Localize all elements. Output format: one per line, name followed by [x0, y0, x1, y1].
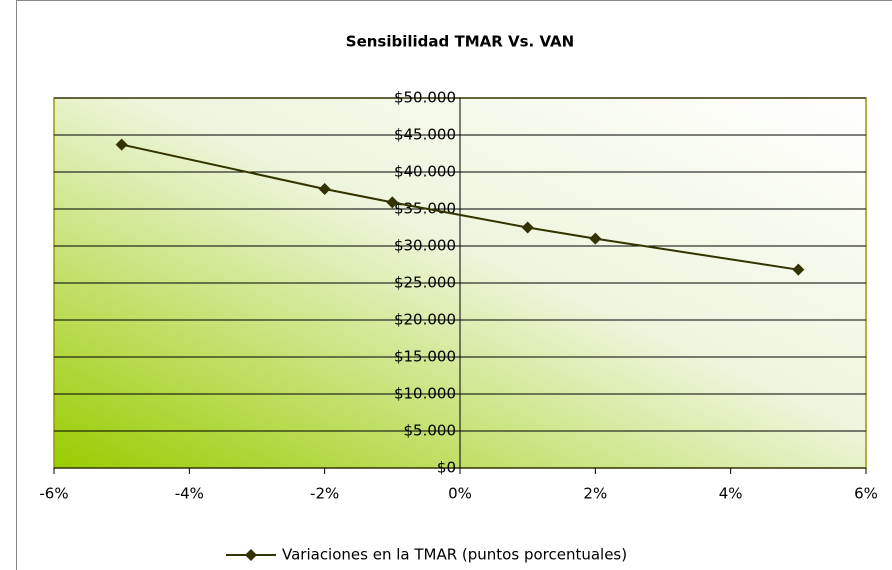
data-point — [521, 221, 534, 234]
y-tick-label: $30.000 — [394, 237, 456, 255]
y-tick-label: $40.000 — [394, 163, 456, 181]
data-point — [318, 183, 331, 196]
x-tick-label: -2% — [310, 485, 339, 503]
x-tick-label: 4% — [719, 485, 743, 503]
data-point — [115, 138, 128, 151]
x-tick-label: -4% — [175, 485, 204, 503]
data-point — [792, 263, 805, 276]
y-tick-label: $50.000 — [394, 89, 456, 107]
y-tick-label: $5.000 — [404, 422, 457, 440]
x-tick-label: 0% — [448, 485, 472, 503]
legend-label: Variaciones en la TMAR (puntos porcentua… — [282, 546, 627, 564]
data-point — [386, 196, 399, 209]
y-tick-label: $20.000 — [394, 311, 456, 329]
y-tick-label: $45.000 — [394, 126, 456, 144]
legend-marker — [245, 549, 257, 561]
series-line — [121, 143, 799, 271]
y-tick-label: $15.000 — [394, 348, 456, 366]
y-tick-label: $10.000 — [394, 385, 456, 403]
x-tick-label: 6% — [854, 485, 878, 503]
y-tick-label: $25.000 — [394, 274, 456, 292]
data-point — [589, 232, 602, 245]
x-tick-label: -6% — [39, 485, 68, 503]
x-tick-label: 2% — [583, 485, 607, 503]
chart-title: Sensibilidad TMAR Vs. VAN — [346, 33, 574, 51]
